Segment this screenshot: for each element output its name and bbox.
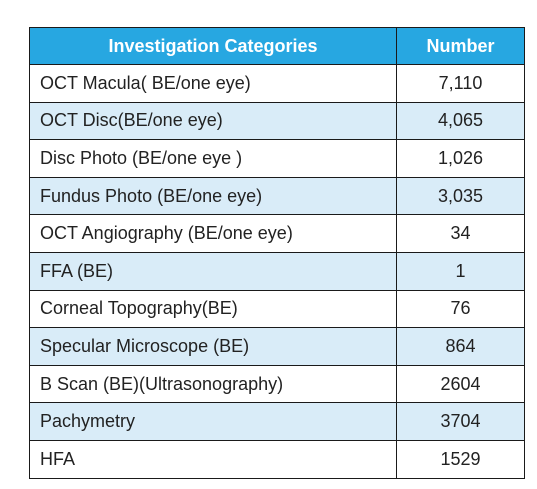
category-cell: OCT Disc(BE/one eye) xyxy=(29,101,397,141)
number-cell: 2604 xyxy=(396,364,525,404)
table-row: OCT Macula( BE/one eye) 7,110 xyxy=(29,64,525,103)
category-cell: OCT Angiography (BE/one eye) xyxy=(29,214,397,253)
category-cell: B Scan (BE)(Ultrasonography) xyxy=(29,364,397,404)
category-cell: FFA (BE) xyxy=(29,251,397,291)
number-cell: 3,035 xyxy=(396,176,525,216)
table-row: Corneal Topography(BE) 76 xyxy=(29,289,525,329)
table-row: B Scan (BE)(Ultrasonography) 2604 xyxy=(29,364,525,404)
number-cell: 7,110 xyxy=(396,64,525,103)
table-row: Specular Microscope (BE) 864 xyxy=(29,327,525,366)
number-cell: 1 xyxy=(396,251,525,291)
category-cell: Specular Microscope (BE) xyxy=(29,327,397,366)
category-cell: Corneal Topography(BE) xyxy=(29,289,397,329)
category-cell: HFA xyxy=(29,439,397,479)
number-cell: 34 xyxy=(396,214,525,253)
number-cell: 3704 xyxy=(396,402,525,441)
header-investigation-categories: Investigation Categories xyxy=(29,27,397,65)
table-row: FFA (BE) 1 xyxy=(29,251,525,291)
table-row: Disc Photo (BE/one eye ) 1,026 xyxy=(29,139,525,178)
number-cell: 76 xyxy=(396,289,525,329)
header-number: Number xyxy=(396,27,525,65)
table-row: Pachymetry 3704 xyxy=(29,402,525,441)
category-cell: Fundus Photo (BE/one eye) xyxy=(29,176,397,216)
table-row: Fundus Photo (BE/one eye) 3,035 xyxy=(29,176,525,216)
category-cell: Pachymetry xyxy=(29,402,397,441)
table-header-row: Investigation Categories Number xyxy=(29,27,525,65)
number-cell: 4,065 xyxy=(396,101,525,141)
number-cell: 1529 xyxy=(396,439,525,479)
table-row: HFA 1529 xyxy=(29,439,525,479)
investigation-table: Investigation Categories Number OCT Macu… xyxy=(29,27,525,479)
number-cell: 864 xyxy=(396,327,525,366)
table-row: OCT Angiography (BE/one eye) 34 xyxy=(29,214,525,253)
number-cell: 1,026 xyxy=(396,139,525,178)
table-row: OCT Disc(BE/one eye) 4,065 xyxy=(29,101,525,141)
category-cell: OCT Macula( BE/one eye) xyxy=(29,64,397,103)
category-cell: Disc Photo (BE/one eye ) xyxy=(29,139,397,178)
